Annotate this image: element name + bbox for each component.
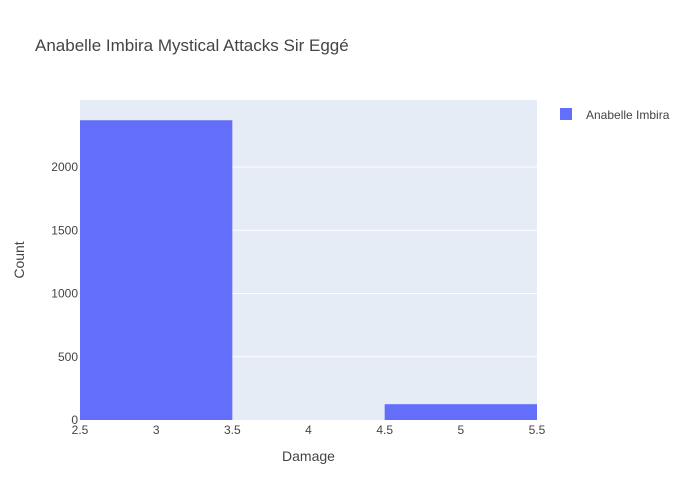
- y-tick-label: 1500: [51, 223, 78, 237]
- y-axis-ticks: 0 500 1000 1500 2000: [51, 160, 78, 427]
- legend-swatch: [560, 108, 572, 120]
- chart-title: Anabelle Imbira Mystical Attacks Sir Egg…: [35, 36, 349, 55]
- x-tick-label: 3.5: [224, 423, 241, 437]
- x-axis-ticks: 2.5 3 3.5 4 4.5 5 5.5: [72, 423, 546, 437]
- legend-label: Anabelle Imbira: [586, 108, 670, 122]
- histogram-bar[interactable]: [80, 120, 233, 420]
- y-tick-label: 1000: [51, 287, 78, 301]
- x-tick-label: 4.5: [376, 423, 393, 437]
- x-tick-label: 4: [305, 423, 312, 437]
- x-tick-label: 5: [457, 423, 464, 437]
- x-axis-title: Damage: [282, 448, 335, 464]
- legend[interactable]: Anabelle Imbira: [560, 108, 670, 122]
- y-tick-label: 500: [58, 350, 78, 364]
- x-tick-label: 2.5: [72, 423, 89, 437]
- histogram-bar[interactable]: [384, 404, 537, 420]
- x-tick-label: 3: [153, 423, 160, 437]
- bars: [80, 120, 537, 420]
- y-axis-title: Count: [11, 241, 27, 278]
- x-tick-label: 5.5: [529, 423, 546, 437]
- y-tick-label: 0: [71, 413, 78, 427]
- y-tick-label: 2000: [51, 160, 78, 174]
